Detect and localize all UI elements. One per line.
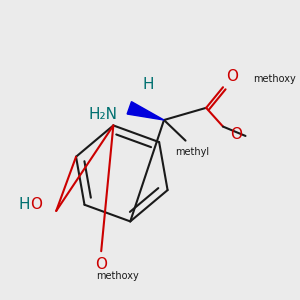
Text: O: O [30, 197, 42, 212]
Text: O: O [226, 69, 238, 84]
Text: methoxy: methoxy [96, 272, 139, 281]
Text: H₂N: H₂N [88, 107, 117, 122]
Text: H: H [142, 77, 154, 92]
Polygon shape [127, 102, 164, 120]
Text: methyl: methyl [175, 147, 209, 157]
Text: H: H [19, 197, 30, 212]
Text: methoxy: methoxy [253, 74, 296, 84]
Text: O: O [230, 127, 242, 142]
Text: O: O [95, 257, 107, 272]
